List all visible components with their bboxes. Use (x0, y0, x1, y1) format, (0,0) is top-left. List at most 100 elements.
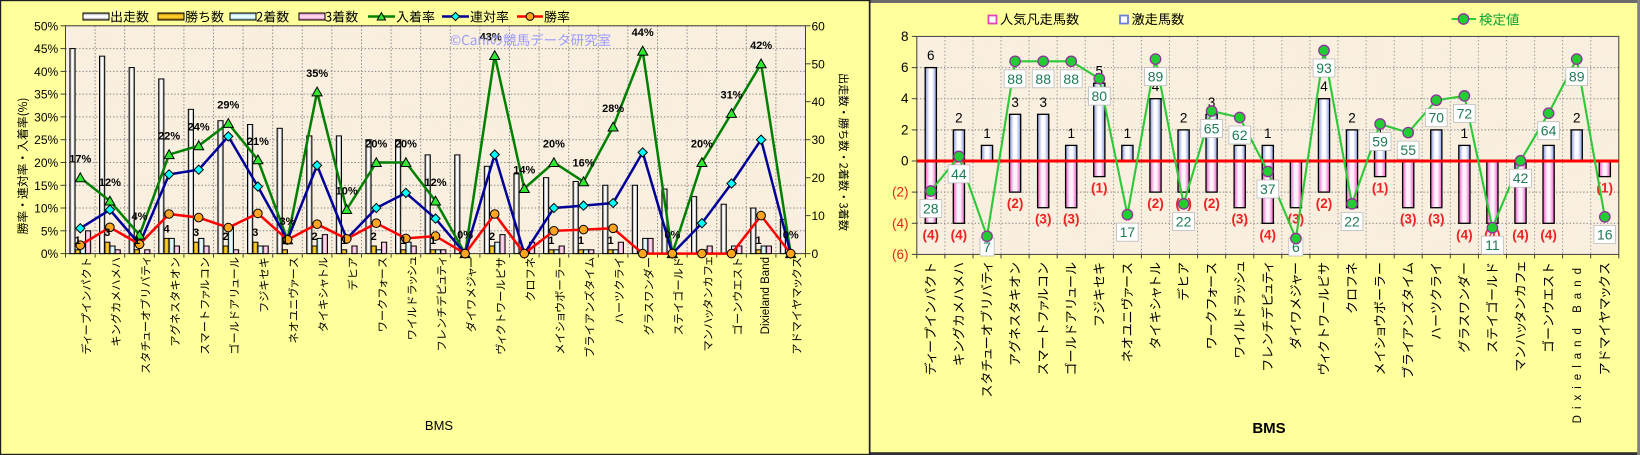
svg-text:42%: 42% (750, 40, 772, 52)
svg-text:22%: 22% (158, 131, 180, 143)
svg-text:(3): (3) (1400, 212, 1417, 227)
svg-text:59: 59 (1372, 134, 1388, 150)
svg-text:62: 62 (1232, 127, 1248, 143)
svg-text:(2): (2) (1316, 196, 1333, 211)
svg-text:12%: 12% (424, 177, 446, 189)
svg-text:55: 55 (1400, 142, 1416, 158)
svg-text:10: 10 (812, 209, 826, 223)
svg-text:BMS: BMS (425, 418, 454, 433)
svg-text:(2): (2) (892, 185, 909, 200)
svg-text:2: 2 (901, 122, 909, 137)
svg-text:20%: 20% (395, 139, 417, 151)
svg-text:20%: 20% (691, 139, 713, 151)
svg-text:(4): (4) (1456, 227, 1473, 242)
svg-text:20%: 20% (543, 139, 565, 151)
svg-text:24%: 24% (188, 122, 210, 134)
svg-text:(1): (1) (1372, 181, 1389, 196)
svg-text:40: 40 (812, 95, 826, 109)
svg-text:1: 1 (1067, 126, 1075, 141)
svg-text:30: 30 (812, 133, 826, 147)
svg-text:(4): (4) (923, 227, 940, 242)
svg-text:0%: 0% (41, 247, 59, 261)
svg-text:5: 5 (1096, 64, 1104, 79)
svg-text:0%: 0% (783, 230, 799, 242)
svg-text:(4): (4) (1540, 227, 1557, 242)
svg-text:1: 1 (400, 235, 406, 247)
svg-text:22: 22 (1176, 213, 1192, 229)
svg-text:16%: 16% (572, 158, 594, 170)
svg-text:Dixieland Band: Dixieland Band (760, 257, 772, 334)
svg-text:21%: 21% (247, 136, 269, 148)
svg-text:35%: 35% (34, 88, 58, 102)
svg-text:35%: 35% (306, 68, 328, 80)
svg-text:1: 1 (607, 235, 613, 247)
svg-text:89: 89 (1148, 69, 1164, 85)
svg-text:3: 3 (252, 227, 258, 239)
svg-text:89: 89 (1569, 69, 1585, 85)
svg-text:6: 6 (927, 48, 935, 63)
svg-text:3: 3 (104, 227, 110, 239)
svg-text:3: 3 (1039, 95, 1047, 110)
svg-text:88: 88 (1007, 71, 1023, 87)
svg-text:1: 1 (548, 235, 554, 247)
svg-text:0%: 0% (457, 230, 473, 242)
svg-text:43%: 43% (480, 32, 502, 44)
svg-text:2: 2 (1573, 110, 1581, 125)
svg-text:(2): (2) (1203, 196, 1220, 211)
svg-text:1: 1 (578, 235, 584, 247)
svg-text:(4): (4) (892, 216, 909, 231)
svg-text:30%: 30% (34, 110, 58, 124)
svg-text:20%: 20% (34, 156, 58, 170)
svg-text:37: 37 (1260, 181, 1276, 197)
svg-text:22: 22 (1344, 213, 1360, 229)
svg-text:(3): (3) (1035, 212, 1052, 227)
svg-text:2: 2 (1348, 110, 1356, 125)
svg-text:1: 1 (134, 235, 140, 247)
svg-text:15%: 15% (34, 179, 58, 193)
svg-text:3: 3 (1208, 95, 1216, 110)
svg-text:42: 42 (1513, 170, 1529, 186)
svg-text:64: 64 (1541, 123, 1557, 139)
svg-text:4: 4 (1320, 79, 1328, 94)
svg-text:1: 1 (282, 235, 288, 247)
svg-text:1: 1 (1124, 126, 1132, 141)
svg-text:10%: 10% (336, 186, 358, 198)
svg-text:17%: 17% (69, 154, 91, 166)
svg-text:1: 1 (755, 235, 761, 247)
svg-text:20%: 20% (365, 139, 387, 151)
svg-text:2: 2 (1180, 110, 1188, 125)
svg-text:3: 3 (193, 227, 199, 239)
svg-text:7: 7 (983, 239, 991, 255)
svg-text:44: 44 (951, 166, 967, 182)
svg-text:60: 60 (812, 19, 826, 33)
svg-text:28%: 28% (602, 103, 624, 115)
svg-text:5%: 5% (41, 224, 59, 238)
svg-text:(4): (4) (951, 227, 968, 242)
svg-text:88: 88 (1063, 71, 1079, 87)
svg-text:4: 4 (163, 223, 170, 235)
svg-text:1: 1 (983, 126, 991, 141)
svg-text:25%: 25% (34, 133, 58, 147)
svg-text:6: 6 (901, 60, 909, 75)
svg-text:10%: 10% (34, 202, 58, 216)
svg-text:50%: 50% (34, 19, 58, 33)
svg-text:11: 11 (1485, 237, 1500, 253)
svg-text:(3): (3) (1428, 212, 1445, 227)
svg-text:29%: 29% (217, 99, 239, 111)
svg-text:6: 6 (1292, 239, 1300, 255)
svg-text:4%: 4% (132, 211, 148, 223)
svg-text:4: 4 (1152, 79, 1160, 94)
svg-text:50: 50 (812, 57, 826, 71)
svg-text:BMS: BMS (1252, 420, 1285, 437)
svg-text:2: 2 (223, 231, 229, 243)
svg-text:0: 0 (901, 154, 909, 169)
svg-text:(6): (6) (892, 247, 909, 262)
svg-text:28: 28 (923, 201, 939, 217)
svg-text:(2): (2) (1147, 196, 1164, 211)
svg-text:20: 20 (812, 171, 826, 185)
svg-text:2: 2 (371, 231, 377, 243)
svg-text:12%: 12% (99, 177, 121, 189)
svg-text:2: 2 (955, 110, 963, 125)
svg-text:14%: 14% (513, 165, 535, 177)
svg-text:1: 1 (1461, 126, 1469, 141)
